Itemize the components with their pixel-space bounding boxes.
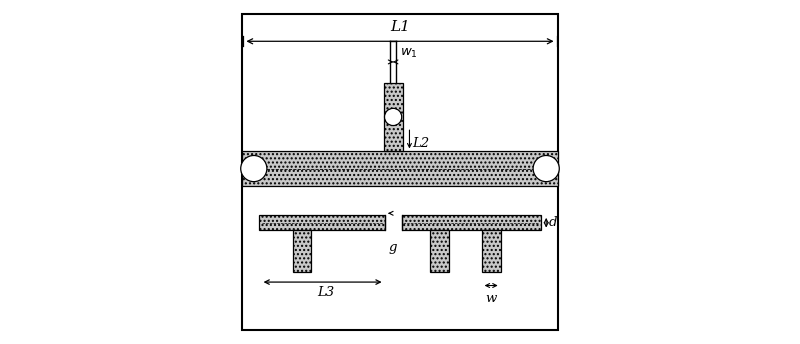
Bar [430,230,449,272]
Circle shape [385,108,402,126]
Text: d: d [549,216,558,229]
Bar [259,215,385,230]
Text: $w_1$: $w_1$ [400,47,418,60]
Text: L1: L1 [390,20,410,34]
Bar [242,151,558,186]
Text: L2: L2 [412,137,430,150]
Bar [402,215,541,230]
Bar [482,230,501,272]
Text: L3: L3 [318,286,334,299]
Text: w: w [486,292,497,305]
Circle shape [241,155,267,182]
Bar [384,83,402,151]
Text: g: g [389,241,398,254]
Circle shape [533,155,559,182]
Bar [293,230,311,272]
